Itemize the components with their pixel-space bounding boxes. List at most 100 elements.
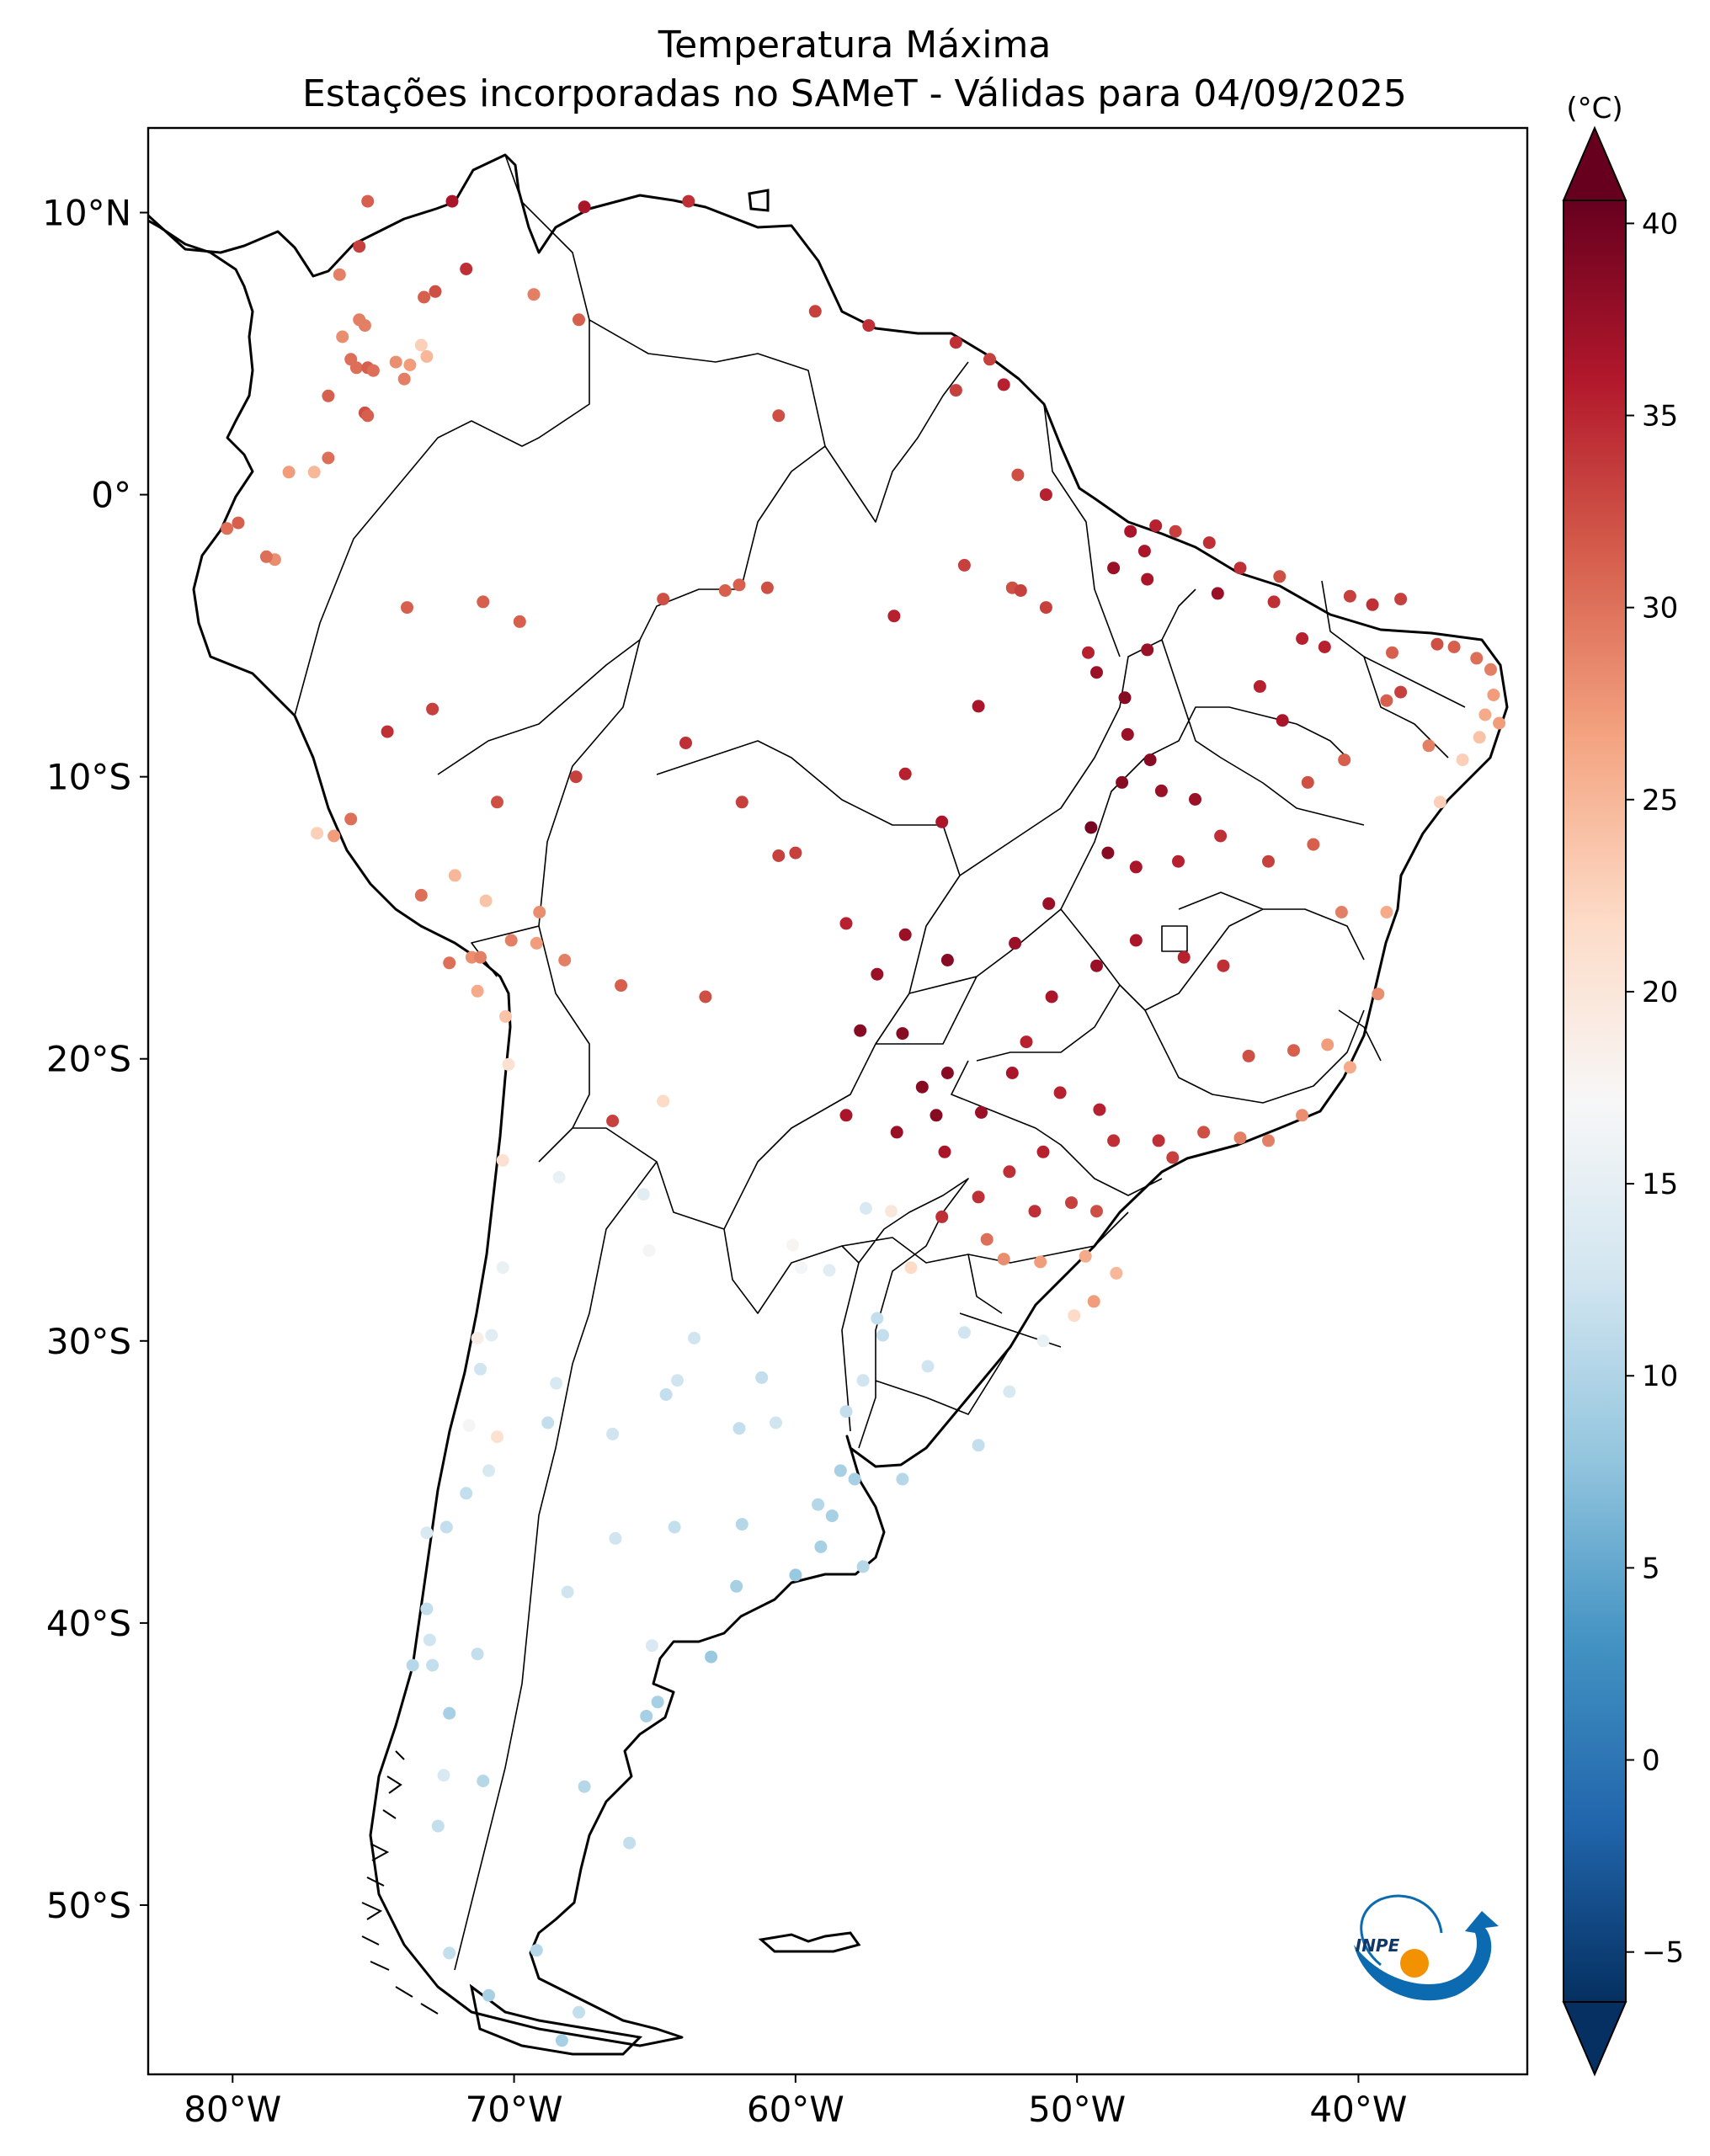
station-dot [530, 1944, 543, 1957]
station-dot [569, 770, 583, 784]
station-dot [887, 610, 901, 623]
station-dot [1177, 950, 1191, 964]
station-dot [443, 1706, 456, 1720]
station-dot [921, 1360, 935, 1373]
station-dot [336, 330, 349, 343]
station-dot [573, 313, 585, 327]
station-dot [896, 1027, 909, 1041]
station-dot [1152, 1134, 1165, 1147]
station-dot [615, 979, 628, 993]
lat-tick-label: 50°S [46, 1885, 131, 1926]
station-dot [429, 285, 442, 298]
lon-tick-label: 80°W [184, 2089, 281, 2130]
station-dot [1124, 524, 1137, 538]
latitude-ticks: 10°N 0° 10°S 20°S 30°S 40°S 50°S [42, 193, 148, 1926]
station-dot [1189, 793, 1201, 806]
station-dot [904, 1261, 918, 1275]
station-dot [406, 1658, 419, 1672]
station-dot [1262, 1134, 1275, 1147]
station-dot [1090, 1205, 1103, 1218]
station-dot [499, 1010, 512, 1023]
station-dot [541, 1416, 555, 1429]
station-dot [980, 1232, 994, 1246]
continent-outline [148, 153, 1509, 2047]
lat-tick-label: 40°S [46, 1603, 131, 1644]
station-dot [527, 288, 541, 301]
station-dot [808, 305, 822, 318]
station-dot [1487, 689, 1500, 701]
station-dot [885, 1205, 898, 1218]
station-dot [668, 1520, 681, 1534]
station-dot [1090, 666, 1103, 679]
station-dot [1014, 584, 1027, 597]
station-dot [1296, 1109, 1309, 1122]
lat-tick-label: 10°N [42, 193, 131, 234]
station-dot [471, 1648, 484, 1661]
station-dot [1101, 846, 1115, 860]
station-dot [1433, 796, 1446, 809]
station-dot [637, 1188, 650, 1201]
station-dot [876, 1328, 889, 1342]
station-markers [221, 194, 1506, 2047]
station-dot [477, 1775, 490, 1787]
station-dot [1321, 1038, 1334, 1051]
station-dot [1084, 821, 1098, 834]
station-dot [930, 1109, 943, 1122]
station-dot [420, 1526, 434, 1540]
station-dot [401, 601, 413, 615]
station-dot [735, 796, 748, 809]
station-dot [1169, 524, 1182, 538]
station-dot [443, 956, 456, 970]
station-dot [859, 1201, 872, 1215]
station-dot [972, 700, 985, 713]
station-dot [699, 990, 712, 1003]
logo-text: INPE [1356, 1935, 1400, 1956]
map-frame [146, 126, 1529, 2076]
station-dot [573, 2005, 585, 2019]
logo-ring [1360, 1894, 1443, 1967]
station-dot [1129, 934, 1143, 947]
station-dot [1121, 727, 1134, 741]
station-dot [1011, 468, 1025, 482]
station-dot [232, 516, 245, 530]
station-dot [770, 1416, 782, 1429]
station-dot [898, 767, 912, 780]
station-dot [1143, 753, 1157, 767]
station-dot [814, 1540, 828, 1553]
station-dot [735, 1518, 748, 1531]
station-dot [730, 1579, 743, 1593]
station-dot [1242, 1049, 1255, 1062]
station-dot [1003, 1165, 1016, 1179]
colorbar-tick-label: 5 [1642, 1552, 1660, 1585]
station-dot [474, 1362, 487, 1376]
station-dot [561, 1585, 574, 1599]
station-dot [915, 1080, 929, 1094]
station-dot [1065, 1196, 1078, 1210]
station-dot [812, 1498, 825, 1511]
longitude-ticks: 80°W 70°W 60°W 50°W 40°W [184, 2074, 1407, 2130]
lat-tick-label: 20°S [46, 1039, 131, 1080]
station-dot [772, 849, 786, 862]
station-dot [353, 240, 366, 253]
station-dot [1253, 679, 1266, 693]
station-dot [1107, 1134, 1121, 1147]
station-dot [496, 1153, 509, 1167]
station-dot [1087, 1295, 1100, 1308]
station-dot [839, 1405, 853, 1419]
station-dot [1233, 1131, 1247, 1145]
station-dot [1307, 838, 1320, 851]
station-dot [437, 1769, 450, 1782]
station-dot [659, 1388, 673, 1401]
station-dot [789, 846, 802, 860]
colorbar-tick-label: 0 [1642, 1744, 1660, 1778]
station-dot [533, 906, 546, 918]
station-dot [1039, 488, 1052, 502]
station-dot [513, 615, 526, 628]
station-dot [397, 372, 411, 386]
station-dot [1036, 1145, 1050, 1158]
station-dot [606, 1427, 620, 1440]
station-dot [856, 1560, 870, 1573]
station-dot [772, 409, 786, 423]
station-dot [1090, 959, 1103, 972]
station-dot [983, 353, 996, 366]
